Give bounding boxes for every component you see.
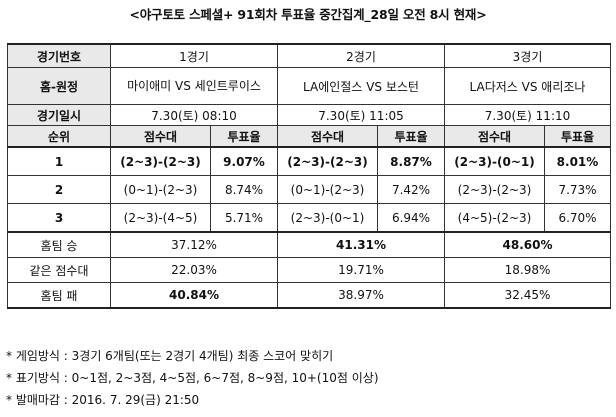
vote-rate-cell: 8.74% bbox=[210, 175, 278, 204]
vote-rate-cell: 6.70% bbox=[544, 203, 611, 233]
summary-value: 19.71% bbox=[277, 257, 445, 283]
game-1-date: 7.30(토) 08:10 bbox=[110, 104, 278, 126]
vote-rate-cell: 8.01% bbox=[544, 146, 611, 176]
rank-row-3: 3 (2~3)-(4~5) 5.71% (2~3)-(0~1) 6.94% (4… bbox=[7, 203, 611, 233]
summary-value: 48.60% bbox=[444, 231, 611, 258]
note-deadline: * 발매마감 : 2016. 7. 29(금) 21:50 bbox=[6, 393, 200, 407]
note-game-method: * 게임방식 : 3경기 6개팀(또는 2경기 4개팀) 최종 스코어 맞히기 bbox=[6, 349, 334, 363]
summary-value: 18.98% bbox=[444, 257, 611, 283]
summary-value: 41.31% bbox=[277, 231, 445, 258]
header-rank: 순위 bbox=[7, 125, 111, 148]
header-game-date: 경기일시 bbox=[7, 104, 111, 126]
summary-row-same-score: 같은 점수대 22.03% 19.71% 18.98% bbox=[7, 257, 611, 283]
score-range-cell: (0~1)-(2~3) bbox=[110, 175, 211, 204]
score-range-cell: (2~3)-(2~3) bbox=[277, 146, 378, 176]
game-3-number: 3경기 bbox=[444, 43, 611, 68]
summary-value: 40.84% bbox=[110, 282, 278, 309]
game-3-match: LA다저스 VS 애리조나 bbox=[444, 67, 611, 105]
vote-rate-table: 경기번호 1경기 2경기 3경기 홈-원정 마이애미 VS 세인트루이스 LA에… bbox=[7, 43, 611, 309]
game-1-match: 마이애미 VS 세인트루이스 bbox=[110, 67, 278, 105]
summary-value: 22.03% bbox=[110, 257, 278, 283]
vote-rate-cell: 8.87% bbox=[377, 146, 445, 176]
score-range-cell: (2~3)-(0~1) bbox=[444, 146, 545, 176]
rank-row-2: 2 (0~1)-(2~3) 8.74% (0~1)-(2~3) 7.42% (2… bbox=[7, 175, 611, 204]
summary-value: 32.45% bbox=[444, 282, 611, 309]
match-row: 홈-원정 마이애미 VS 세인트루이스 LA에인절스 VS 보스턴 LA다저스 … bbox=[7, 67, 611, 105]
summary-row-home-win: 홈팀 승 37.12% 41.31% 48.60% bbox=[7, 231, 611, 258]
game-3-date: 7.30(토) 11:10 bbox=[444, 104, 611, 126]
header-score-range-1: 점수대 bbox=[110, 125, 211, 148]
vote-rate-cell: 5.71% bbox=[210, 203, 278, 233]
notes: * 게임방식 : 3경기 6개팀(또는 2경기 4개팀) 최종 스코어 맞히기 … bbox=[6, 345, 610, 411]
vote-rate-cell: 7.73% bbox=[544, 175, 611, 204]
vote-rate-cell: 9.07% bbox=[210, 146, 278, 176]
column-header-row: 순위 점수대 투표율 점수대 투표율 점수대 투표율 bbox=[7, 125, 611, 148]
header-vote-rate-2: 투표율 bbox=[377, 125, 445, 148]
summary-label: 같은 점수대 bbox=[7, 257, 111, 283]
game-1-number: 1경기 bbox=[110, 43, 278, 68]
summary-value: 37.12% bbox=[110, 231, 278, 258]
note-notation: * 표기방식 : 0~1점, 2~3점, 4~5점, 6~7점, 8~9점, 1… bbox=[6, 371, 379, 385]
score-range-cell: (2~3)-(2~3) bbox=[110, 146, 211, 176]
vote-rate-cell: 7.42% bbox=[377, 175, 445, 204]
score-range-cell: (2~3)-(0~1) bbox=[277, 203, 378, 233]
header-home-away: 홈-원정 bbox=[7, 67, 111, 105]
header-game-number: 경기번호 bbox=[7, 43, 111, 68]
header-score-range-2: 점수대 bbox=[277, 125, 378, 148]
summary-label: 홈팀 승 bbox=[7, 231, 111, 258]
page-title: <야구토토 스페셜+ 91회차 투표율 중간집계_28일 오전 8시 현재> bbox=[129, 7, 487, 22]
rank-row-1: 1 (2~3)-(2~3) 9.07% (2~3)-(2~3) 8.87% (2… bbox=[7, 146, 611, 176]
score-range-cell: (2~3)-(2~3) bbox=[444, 175, 545, 204]
header-vote-rate-1: 투표율 bbox=[210, 125, 278, 148]
rank-label: 2 bbox=[7, 175, 111, 204]
rank-label: 1 bbox=[7, 146, 111, 176]
rank-label: 3 bbox=[7, 203, 111, 233]
score-range-cell: (0~1)-(2~3) bbox=[277, 175, 378, 204]
game-number-row: 경기번호 1경기 2경기 3경기 bbox=[7, 43, 611, 68]
summary-label: 홈팀 패 bbox=[7, 282, 111, 309]
game-2-number: 2경기 bbox=[277, 43, 445, 68]
score-range-cell: (2~3)-(4~5) bbox=[110, 203, 211, 233]
score-range-cell: (4~5)-(2~3) bbox=[444, 203, 545, 233]
summary-row-home-loss: 홈팀 패 40.84% 38.97% 32.45% bbox=[7, 282, 611, 309]
header-score-range-3: 점수대 bbox=[444, 125, 545, 148]
header-vote-rate-3: 투표율 bbox=[544, 125, 611, 148]
game-2-match: LA에인절스 VS 보스턴 bbox=[277, 67, 445, 105]
vote-rate-cell: 6.94% bbox=[377, 203, 445, 233]
summary-value: 38.97% bbox=[277, 282, 445, 309]
game-2-date: 7.30(토) 11:05 bbox=[277, 104, 445, 126]
date-row: 경기일시 7.30(토) 08:10 7.30(토) 11:05 7.30(토)… bbox=[7, 104, 611, 126]
